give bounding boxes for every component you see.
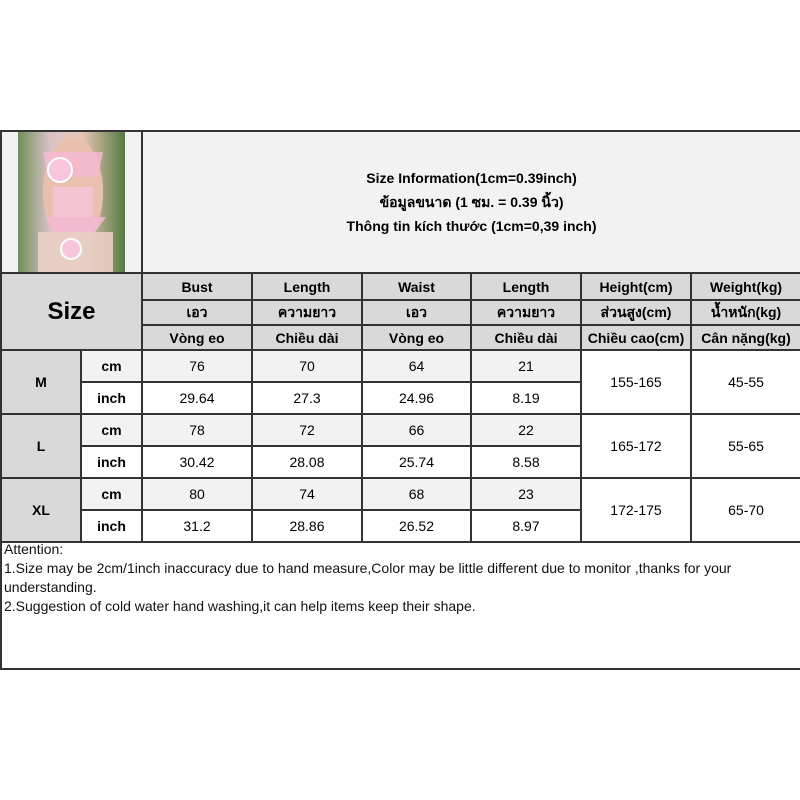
size-info-title: Size Information(1cm=0.39inch) ข้อมูลขนา… [140, 130, 800, 274]
column-header-th: น้ำหนัก(kg) [689, 299, 800, 326]
measurement-cell: 8.58 [470, 445, 582, 479]
column-header-vi: Vòng eo [361, 324, 472, 351]
table-row: inch 29.64 27.3 24.96 8.19 [1, 381, 800, 415]
measurement-cell: 26.52 [361, 509, 472, 543]
unit-label: inch [80, 445, 143, 479]
measurement-cell: 80 [141, 477, 253, 511]
unit-label: cm [80, 477, 143, 511]
column-header-vi: Chiều dài [470, 324, 582, 351]
column-header-th: เอว [361, 299, 472, 326]
column-header-en: Length [470, 272, 582, 301]
attention-note-2: 2.Suggestion of cold water hand washing,… [4, 598, 476, 614]
column-header-th: ความยาว [251, 299, 363, 326]
weight-range: 65-70 [689, 477, 800, 543]
measurement-cell: 72 [251, 413, 363, 447]
measurement-cell: 23 [470, 477, 582, 511]
height-range: 165-172 [580, 413, 692, 479]
size-label: L [0, 413, 82, 479]
column-header-en: Length [251, 272, 363, 301]
column-header-vi: Vòng eo [141, 324, 253, 351]
attention-notes: Attention: 1.Size may be 2cm/1inch inacc… [0, 540, 800, 670]
unit-label: cm [80, 413, 143, 447]
measurement-cell: 8.97 [470, 509, 582, 543]
column-header-en: Waist [361, 272, 472, 301]
unit-label: inch [80, 509, 143, 543]
table-row: inch 30.42 28.08 25.74 8.58 [1, 445, 800, 479]
column-header-en: Height(cm) [580, 272, 692, 301]
measurement-cell: 28.86 [251, 509, 363, 543]
measurement-cell: 68 [361, 477, 472, 511]
measurement-cell: 8.19 [470, 381, 582, 415]
measurement-cell: 24.96 [361, 381, 472, 415]
attention-heading: Attention: [4, 541, 64, 557]
unit-label: cm [80, 349, 143, 383]
measurement-cell: 64 [361, 349, 472, 383]
title-vietnamese: Thông tin kích thước (1cm=0,39 inch) [346, 218, 597, 234]
measurement-cell: 29.64 [141, 381, 253, 415]
column-header-th: เอว [141, 299, 253, 326]
measurement-cell: 30.42 [141, 445, 253, 479]
size-header: Size [0, 272, 143, 351]
measurement-cell: 31.2 [141, 509, 253, 543]
size-label: M [0, 349, 82, 415]
measurement-cell: 25.74 [361, 445, 472, 479]
size-chart-table: Size Information(1cm=0.39inch) ข้อมูลขนา… [0, 130, 800, 543]
weight-range: 55-65 [689, 413, 800, 479]
measurement-cell: 66 [361, 413, 472, 447]
measurement-cell: 78 [141, 413, 253, 447]
measurement-cell: 70 [251, 349, 363, 383]
product-image-cell [0, 130, 143, 274]
column-header-en: Weight(kg) [689, 272, 800, 301]
column-header-vi: Cân nặng(kg) [689, 324, 800, 351]
column-header-vi: Chiều cao(cm) [580, 324, 692, 351]
height-range: 155-165 [580, 349, 692, 415]
column-header-en: Bust [141, 272, 253, 301]
unit-label: inch [80, 381, 143, 415]
table-row: inch 31.2 28.86 26.52 8.97 [1, 509, 800, 543]
measurement-cell: 22 [470, 413, 582, 447]
title-english: Size Information(1cm=0.39inch) [366, 170, 577, 186]
measurement-cell: 27.3 [251, 381, 363, 415]
height-range: 172-175 [580, 477, 692, 543]
column-header-th: ส่วนสูง(cm) [580, 299, 692, 326]
measurement-cell: 28.08 [251, 445, 363, 479]
attention-note-1: 1.Size may be 2cm/1inch inaccuracy due t… [4, 560, 732, 595]
measurement-cell: 21 [470, 349, 582, 383]
size-label: XL [0, 477, 82, 543]
table-row: XL cm 80 74 68 23 172-175 65-70 [0, 477, 800, 543]
weight-range: 45-55 [689, 349, 800, 415]
measurement-cell: 74 [251, 477, 363, 511]
product-photo [18, 133, 125, 271]
column-header-vi: Chiều dài [251, 324, 363, 351]
column-header-th: ความยาว [470, 299, 582, 326]
title-thai: ข้อมูลขนาด (1 ซม. = 0.39 นิ้ว) [379, 194, 564, 210]
measurement-cell: 76 [141, 349, 253, 383]
